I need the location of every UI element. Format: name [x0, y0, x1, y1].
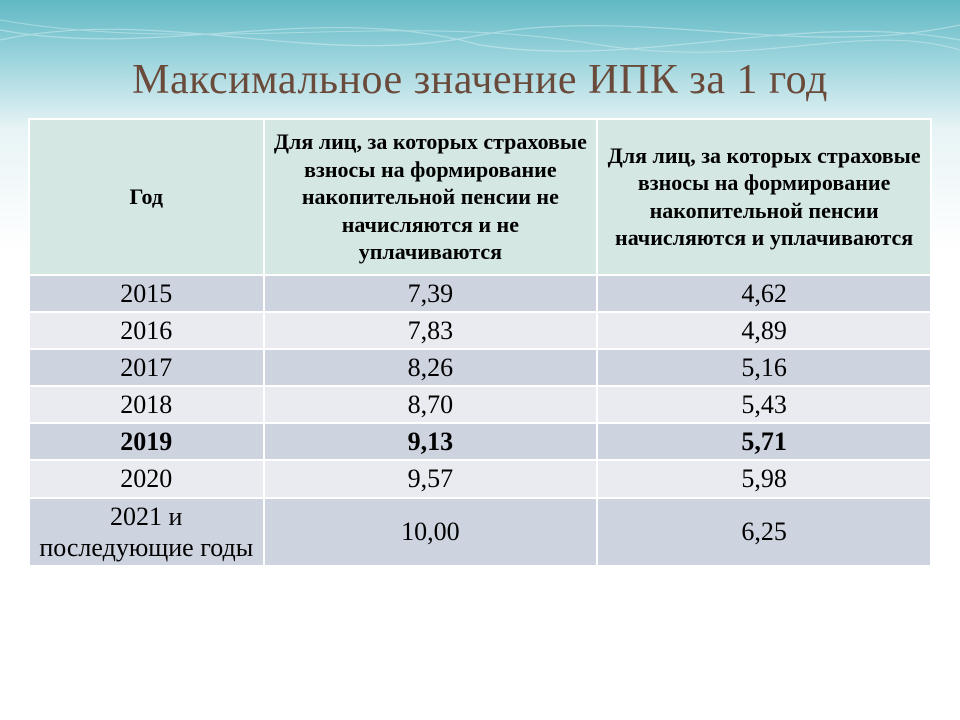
cell-year: 2019: [29, 423, 264, 460]
table-row: 20209,575,98: [29, 460, 931, 497]
cell-c2: 5,43: [597, 386, 931, 423]
cell-c2: 4,62: [597, 275, 931, 312]
cell-year: 2015: [29, 275, 264, 312]
table-row: 20167,834,89: [29, 312, 931, 349]
col-no-contrib: Для лиц, за которых страховые взносы на …: [264, 119, 598, 275]
cell-c1: 9,13: [264, 423, 598, 460]
cell-c1: 9,57: [264, 460, 598, 497]
table-row: 20199,135,71: [29, 423, 931, 460]
page-title: Максимальное значение ИПК за 1 год: [0, 0, 960, 118]
cell-year: 2016: [29, 312, 264, 349]
cell-c1: 7,83: [264, 312, 598, 349]
cell-c1: 7,39: [264, 275, 598, 312]
table-row: 20188,705,43: [29, 386, 931, 423]
cell-year: 2021 и последующие годы: [29, 498, 264, 566]
col-contrib: Для лиц, за которых страховые взносы на …: [597, 119, 931, 275]
table-header-row: Год Для лиц, за которых страховые взносы…: [29, 119, 931, 275]
cell-c1: 8,26: [264, 349, 598, 386]
cell-c1: 8,70: [264, 386, 598, 423]
table-row: 2021 и последующие годы10,006,25: [29, 498, 931, 566]
cell-year: 2020: [29, 460, 264, 497]
cell-c2: 6,25: [597, 498, 931, 566]
table-container: Год Для лиц, за которых страховые взносы…: [0, 118, 960, 567]
table-row: 20178,265,16: [29, 349, 931, 386]
cell-c2: 5,98: [597, 460, 931, 497]
cell-c2: 4,89: [597, 312, 931, 349]
cell-c2: 5,16: [597, 349, 931, 386]
cell-c2: 5,71: [597, 423, 931, 460]
table-row: 20157,394,62: [29, 275, 931, 312]
col-year: Год: [29, 119, 264, 275]
cell-c1: 10,00: [264, 498, 598, 566]
ipk-table: Год Для лиц, за которых страховые взносы…: [28, 118, 932, 567]
cell-year: 2018: [29, 386, 264, 423]
cell-year: 2017: [29, 349, 264, 386]
